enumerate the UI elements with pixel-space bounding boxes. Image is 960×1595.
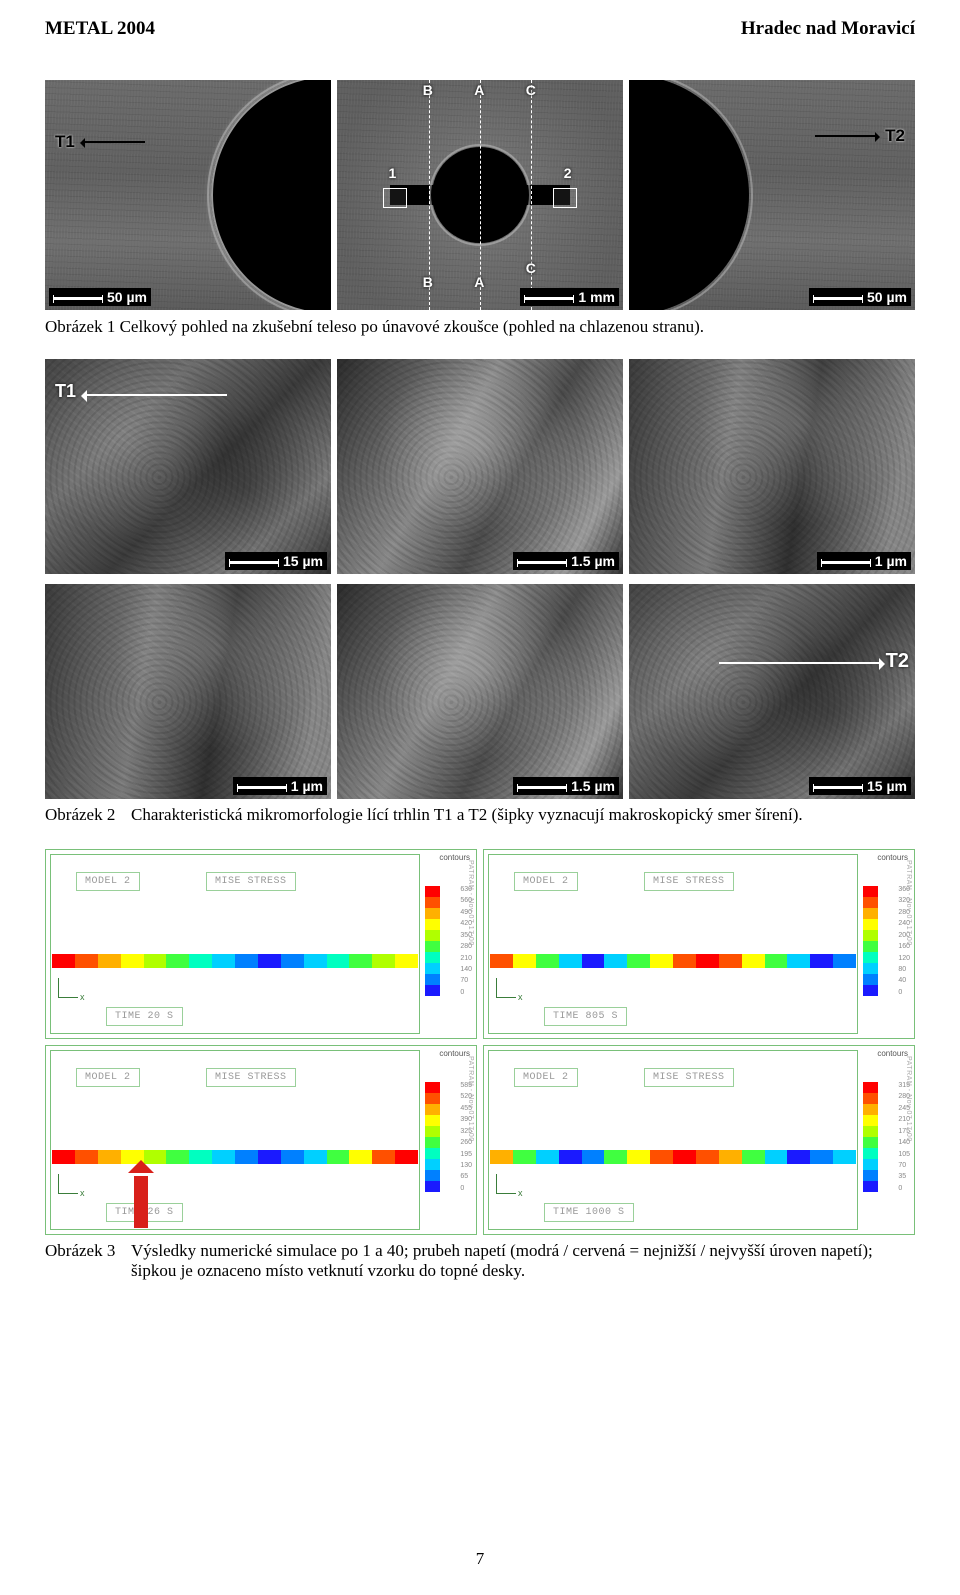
fig2-r1-p3: 1 µm — [629, 359, 915, 574]
header-right: Hradec nad Moravicí — [741, 18, 915, 40]
fig2-r2-p2: 1.5 µm — [337, 584, 623, 799]
header-left: METAL 2004 — [45, 18, 155, 40]
fig2-r1-p2: 1.5 µm — [337, 359, 623, 574]
figure-3: contoursMODEL 2MISE STRESS07014021028035… — [45, 849, 915, 1235]
fig2-r2-p1: 1 µm — [45, 584, 331, 799]
fig1-right-label: T2 — [885, 126, 905, 146]
fig1-left-label: T1 — [55, 132, 75, 152]
fig1-left-scalebar: 50 µm — [49, 288, 151, 306]
fig1-right-scalebar: 50 µm — [809, 288, 911, 306]
fig3-panel-3: contoursMODEL 2MISE STRESS03570105140175… — [483, 1045, 915, 1235]
figure-2: T1 15 µm 1.5 µm 1 µm 1 µm 1.5 µm T2 15 µ… — [45, 359, 915, 799]
fig2-r2-p3: T2 15 µm — [629, 584, 915, 799]
fig3-panel-2: contoursMODEL 2MISE STRESS06513019526032… — [45, 1045, 477, 1235]
figure-1-caption: Obrázek 1 Celkový pohled na zkušební tel… — [45, 316, 915, 339]
fig1-panel-center: B A C B A C 1 2 1 mm — [337, 80, 623, 310]
fig2-r1-p1: T1 15 µm — [45, 359, 331, 574]
figure-2-caption: Obrázek 2 Charakteristická mikromorfolog… — [45, 805, 915, 825]
fig1-panel-left: T1 50 µm — [45, 80, 331, 310]
page-header: METAL 2004 Hradec nad Moravicí — [45, 18, 915, 40]
fig1-center-scalebar: 1 mm — [520, 288, 619, 306]
fig3-panel-1: contoursMODEL 2MISE STRESS04080120160200… — [483, 849, 915, 1039]
fig1-panel-right: T2 50 µm — [629, 80, 915, 310]
page-number: 7 — [476, 1549, 485, 1569]
fig3-panel-0: contoursMODEL 2MISE STRESS07014021028035… — [45, 849, 477, 1039]
figure-1: T1 50 µm B A C B A C 1 2 1 mm T2 50 µm — [45, 80, 915, 310]
figure-3-caption: Obrázek 3 Výsledky numerické simulace po… — [45, 1241, 915, 1281]
